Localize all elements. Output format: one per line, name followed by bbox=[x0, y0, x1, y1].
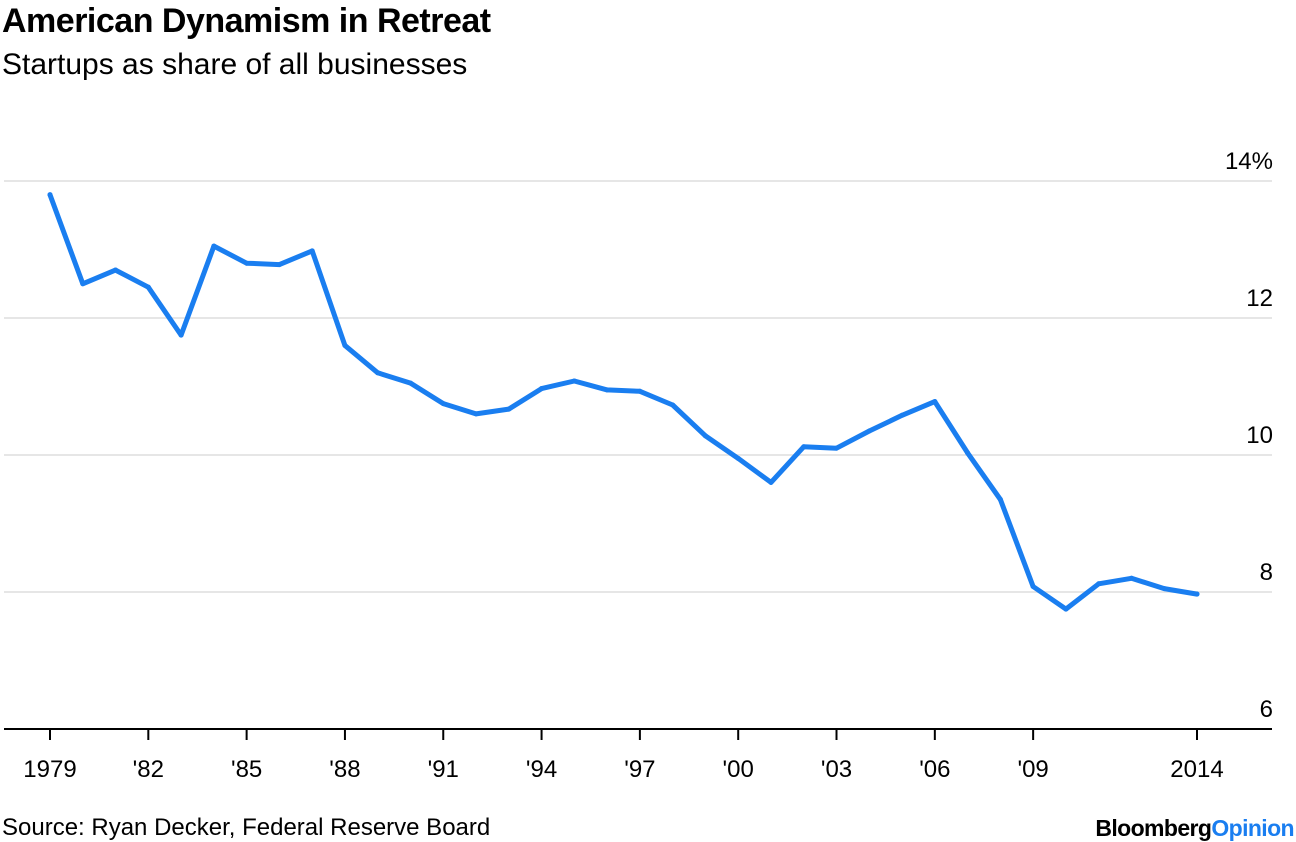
series-line bbox=[47, 192, 1200, 612]
data-point-2003 bbox=[834, 445, 840, 451]
data-point-2010 bbox=[1063, 606, 1069, 612]
data-point-2008 bbox=[997, 497, 1003, 503]
data-point-1995 bbox=[571, 378, 577, 384]
x-tick-label: '91 bbox=[428, 756, 459, 783]
data-point-1996 bbox=[604, 387, 610, 393]
data-point-1993 bbox=[506, 406, 512, 412]
data-point-2014 bbox=[1194, 591, 1200, 597]
x-tick-label: '82 bbox=[133, 756, 164, 783]
data-point-2002 bbox=[801, 444, 807, 450]
data-point-1986 bbox=[276, 262, 282, 268]
brand-sub-text: Opinion bbox=[1211, 815, 1294, 841]
data-point-2000 bbox=[735, 455, 741, 461]
data-point-2007 bbox=[965, 450, 971, 456]
data-point-1983 bbox=[178, 332, 184, 338]
y-tick-label: 10 bbox=[1246, 422, 1273, 449]
x-tick-label: '88 bbox=[329, 756, 360, 783]
gridlines bbox=[4, 180, 1272, 593]
series-group bbox=[47, 192, 1200, 612]
data-point-2009 bbox=[1030, 584, 1036, 590]
x-tick-label: 2014 bbox=[1170, 756, 1223, 783]
y-tick-label: 14% bbox=[1225, 148, 1273, 175]
data-point-1985 bbox=[244, 260, 250, 266]
y-axis-labels: 14% 12 10 8 6 bbox=[1225, 148, 1273, 723]
data-point-2012 bbox=[1128, 575, 1134, 581]
data-point-1992 bbox=[473, 411, 479, 417]
data-point-1997 bbox=[637, 388, 643, 394]
x-tick-label: '09 bbox=[1018, 756, 1049, 783]
brand-main-text: Bloomberg bbox=[1095, 815, 1212, 841]
data-point-1990 bbox=[407, 380, 413, 386]
x-tick-label: '06 bbox=[919, 756, 950, 783]
data-point-1981 bbox=[113, 267, 119, 273]
data-point-2011 bbox=[1096, 581, 1102, 587]
data-point-2006 bbox=[932, 399, 938, 405]
x-axis: 1979 '82 '85 '88 '91 '94 '97 '00 '03 '06 '09 2014 bbox=[4, 728, 1272, 783]
data-point-2005 bbox=[899, 412, 905, 418]
y-tick-label: 8 bbox=[1260, 559, 1273, 586]
data-point-1979 bbox=[47, 192, 53, 198]
x-tick-label: 1979 bbox=[23, 756, 76, 783]
data-point-1994 bbox=[539, 386, 545, 392]
data-point-2013 bbox=[1161, 586, 1167, 592]
x-tick-label: '94 bbox=[526, 756, 557, 783]
x-tick-label: '03 bbox=[821, 756, 852, 783]
x-tick-label: '85 bbox=[231, 756, 262, 783]
data-point-1989 bbox=[375, 370, 381, 376]
data-point-1982 bbox=[145, 284, 151, 290]
x-tick-label: '97 bbox=[624, 756, 655, 783]
y-tick-label: 6 bbox=[1260, 696, 1273, 723]
x-tick-label: '00 bbox=[723, 756, 754, 783]
data-point-1991 bbox=[440, 401, 446, 407]
data-point-1987 bbox=[309, 248, 315, 254]
data-point-1980 bbox=[80, 281, 86, 287]
data-point-1999 bbox=[702, 433, 708, 439]
source-note: Source: Ryan Decker, Federal Reserve Boa… bbox=[2, 814, 491, 841]
y-tick-label: 12 bbox=[1246, 285, 1273, 312]
data-point-1984 bbox=[211, 243, 217, 249]
brand-logo: BloombergOpinion bbox=[1095, 815, 1294, 842]
data-point-1998 bbox=[670, 402, 676, 408]
chart-subtitle: Startups as share of all businesses bbox=[2, 48, 468, 81]
data-point-2004 bbox=[866, 428, 872, 434]
data-point-2001 bbox=[768, 479, 774, 485]
chart-title: American Dynamism in Retreat bbox=[2, 2, 491, 40]
data-point-1988 bbox=[342, 342, 348, 348]
